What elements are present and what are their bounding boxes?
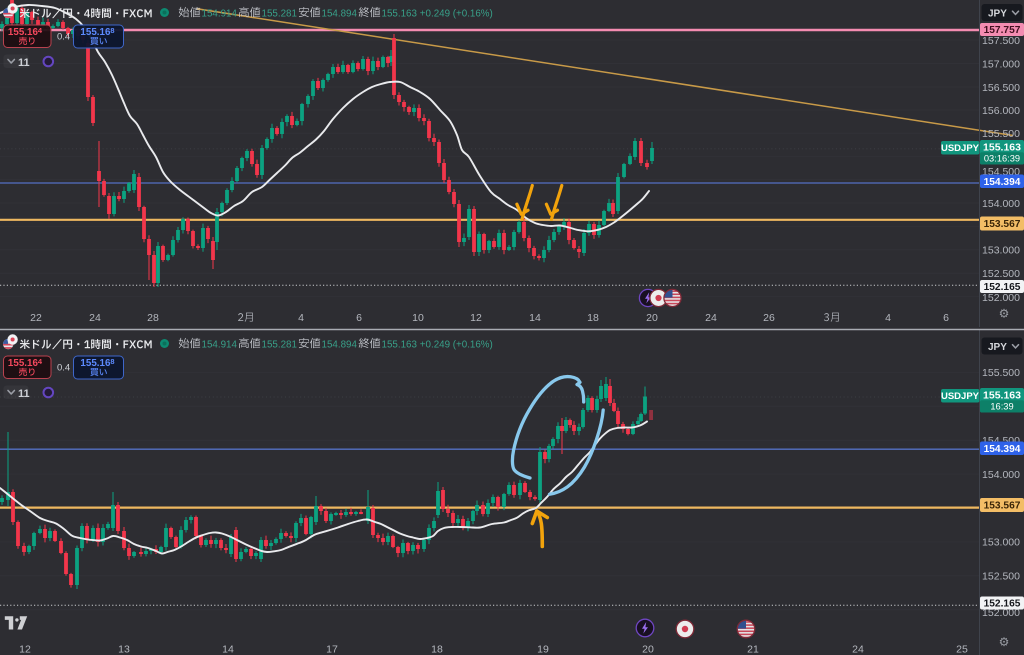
svg-text:152.000: 152.000	[982, 292, 1020, 304]
svg-text:JPY: JPY	[988, 8, 1007, 19]
svg-text:14: 14	[529, 312, 541, 324]
svg-text:155.500: 155.500	[982, 367, 1020, 379]
svg-text:154.914: 154.914	[202, 339, 238, 350]
svg-text:22: 22	[30, 312, 42, 324]
svg-text:152.500: 152.500	[982, 571, 1020, 583]
svg-text:⚙: ⚙	[999, 307, 1010, 321]
svg-text:154.894: 154.894	[322, 8, 358, 19]
svg-text:24: 24	[705, 312, 717, 324]
svg-text:+0.249 (+0.16%): +0.249 (+0.16%)	[420, 8, 493, 19]
svg-text:14: 14	[222, 644, 234, 655]
svg-text:157.757: 157.757	[984, 25, 1021, 36]
svg-text:154.914: 154.914	[202, 8, 238, 19]
svg-text:12: 12	[470, 312, 482, 324]
svg-text:16:39: 16:39	[990, 401, 1013, 411]
svg-text:17: 17	[326, 644, 338, 655]
svg-text:156.000: 156.000	[982, 105, 1020, 117]
svg-text:18: 18	[431, 644, 443, 655]
svg-text:155.281: 155.281	[262, 8, 297, 19]
svg-text:6: 6	[356, 312, 362, 324]
svg-text:152.500: 152.500	[982, 268, 1020, 280]
svg-text:154.394: 154.394	[984, 177, 1021, 188]
svg-text:USDJPY: USDJPY	[941, 143, 980, 154]
svg-text:03:16:39: 03:16:39	[984, 153, 1020, 163]
svg-text:20: 20	[642, 644, 654, 655]
svg-text:6: 6	[943, 312, 949, 324]
svg-text:154.000: 154.000	[982, 198, 1020, 210]
svg-text:0.4: 0.4	[57, 363, 70, 374]
svg-text:153.000: 153.000	[982, 245, 1020, 257]
svg-text:13: 13	[118, 644, 130, 655]
svg-text:155.164: 155.164	[8, 357, 43, 369]
svg-text:155.500: 155.500	[982, 128, 1020, 140]
svg-text:20: 20	[646, 312, 658, 324]
svg-text:24: 24	[852, 644, 864, 655]
svg-text:153.567: 153.567	[984, 219, 1021, 230]
svg-text:USDJPY: USDJPY	[941, 391, 980, 402]
svg-text:153.000: 153.000	[982, 537, 1020, 549]
svg-text:155.163: 155.163	[382, 339, 418, 350]
svg-text:JPY: JPY	[988, 342, 1007, 353]
svg-text:155.168: 155.168	[80, 357, 114, 369]
svg-text:157.000: 157.000	[982, 58, 1020, 70]
svg-text:26: 26	[763, 312, 775, 324]
svg-text:154.394: 154.394	[984, 444, 1021, 455]
svg-text:11: 11	[18, 388, 30, 400]
svg-text:25: 25	[956, 644, 968, 655]
svg-text:154.000: 154.000	[982, 469, 1020, 481]
svg-text:21: 21	[747, 644, 759, 655]
svg-text:157.500: 157.500	[982, 35, 1020, 47]
svg-text:152.000: 152.000	[982, 607, 1020, 619]
svg-text:153.567: 153.567	[984, 501, 1021, 512]
svg-text:152.165: 152.165	[984, 282, 1021, 293]
svg-text:19: 19	[537, 644, 549, 655]
svg-text:⚙: ⚙	[999, 635, 1010, 649]
svg-text:10: 10	[412, 312, 424, 324]
svg-text:4: 4	[298, 312, 304, 324]
svg-text:152.165: 152.165	[984, 599, 1021, 610]
svg-text:+0.249 (+0.16%): +0.249 (+0.16%)	[420, 339, 493, 350]
svg-text:155.168: 155.168	[80, 26, 114, 38]
svg-text:155.164: 155.164	[8, 26, 43, 38]
svg-text:155.163: 155.163	[983, 141, 1021, 153]
svg-text:155.163: 155.163	[382, 8, 418, 19]
svg-text:0.4: 0.4	[57, 32, 70, 43]
svg-text:155.163: 155.163	[983, 389, 1021, 401]
svg-text:28: 28	[147, 312, 159, 324]
svg-text:155.281: 155.281	[262, 339, 297, 350]
svg-text:12: 12	[19, 644, 31, 655]
svg-text:154.894: 154.894	[322, 339, 358, 350]
svg-text:11: 11	[18, 57, 30, 69]
svg-text:18: 18	[587, 312, 599, 324]
svg-text:4: 4	[885, 312, 891, 324]
svg-text:24: 24	[89, 312, 101, 324]
svg-text:156.500: 156.500	[982, 82, 1020, 94]
